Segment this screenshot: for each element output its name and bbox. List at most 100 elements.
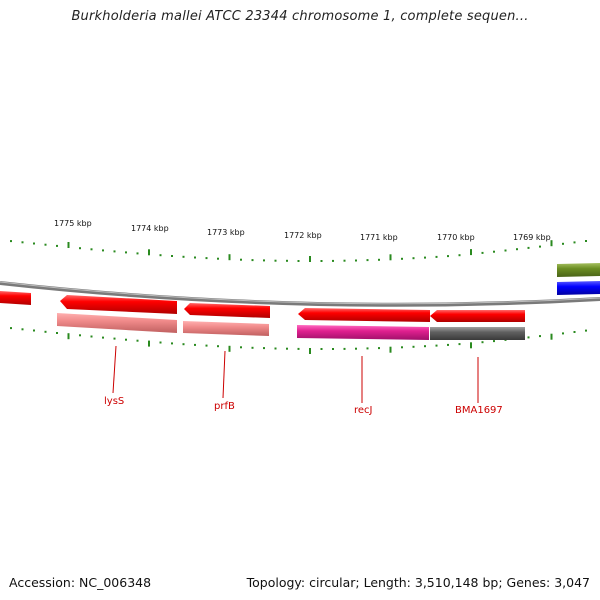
upper-ruler-minor-tick — [516, 248, 518, 251]
lower-ruler-minor-tick — [217, 345, 219, 348]
lower-ruler-minor-tick — [458, 343, 461, 346]
upper-ruler-minor-tick — [136, 252, 139, 255]
lower-ruler-minor-tick — [435, 344, 438, 347]
lower-ruler-minor-tick — [286, 347, 288, 350]
lower-ruler-minor-tick — [21, 328, 24, 331]
lower-ruler-major-tick — [389, 346, 392, 353]
upper-ruler-minor-tick — [320, 260, 323, 262]
upper-ruler-minor-tick — [401, 257, 403, 260]
lower-ruler-minor-tick — [562, 332, 564, 335]
gene-label-recJ[interactable]: recJ — [354, 405, 373, 416]
upper-ruler-minor-tick — [171, 255, 173, 257]
upper-ruler-minor-tick — [44, 243, 47, 246]
upper-ruler-minor-tick — [343, 259, 346, 262]
cds-feature-BMA1697[interactable] — [430, 310, 525, 322]
lower-ruler-minor-tick — [366, 347, 369, 350]
upper-ruler-minor-tick — [79, 247, 81, 250]
lower-ruler-major-tick — [148, 340, 150, 347]
ruler-label-1774: 1774 kbp — [131, 224, 169, 233]
upper-ruler-minor-tick — [217, 257, 219, 260]
lower-ruler-minor-tick — [125, 338, 127, 341]
upper-ruler-minor-tick — [251, 259, 254, 262]
lower-ruler-minor-tick — [33, 329, 35, 332]
upper-ruler-minor-tick — [205, 257, 208, 260]
upper-ruler-minor-tick — [562, 242, 564, 245]
ruler-label-1772: 1772 kbp — [284, 231, 322, 240]
upper-ruler-major-tick — [470, 249, 472, 256]
blue-feature[interactable] — [557, 281, 600, 295]
upper-ruler-minor-tick — [90, 248, 93, 251]
gene-feature-BMA1697[interactable] — [430, 327, 525, 340]
upper-ruler-minor-tick — [366, 259, 369, 262]
upper-ruler-minor-tick — [10, 240, 12, 243]
upper-ruler-minor-tick — [240, 258, 242, 261]
upper-ruler-minor-tick — [412, 257, 415, 260]
lower-ruler-minor-tick — [90, 335, 93, 338]
upper-ruler-minor-tick — [286, 259, 288, 262]
lower-ruler-minor-tick — [240, 346, 242, 349]
ruler-label-1775: 1775 kbp — [54, 219, 92, 228]
lower-ruler-minor-tick — [10, 327, 12, 330]
upper-ruler-minor-tick — [113, 250, 116, 253]
cds-feature-left-edge[interactable] — [0, 291, 31, 305]
upper-ruler-ticks — [10, 240, 587, 262]
gene-label-BMA1697[interactable]: BMA1697 — [455, 405, 503, 416]
upper-ruler-minor-tick — [378, 258, 380, 261]
lower-ruler-minor-tick — [44, 330, 47, 333]
accession-text: Accession: NC_006348 — [9, 575, 152, 590]
cds-feature-recJ[interactable] — [298, 308, 430, 322]
upper-ruler-minor-tick — [424, 256, 426, 259]
upper-ruler-major-tick — [550, 240, 553, 247]
upper-ruler-minor-tick — [573, 241, 576, 244]
gene-feature-prfB[interactable] — [183, 321, 269, 336]
ruler-label-1773: 1773 kbp — [207, 228, 245, 237]
genome-stats-text: Topology: circular; Length: 3,510,148 bp… — [246, 575, 590, 590]
upper-ruler-minor-tick — [458, 254, 461, 257]
leader-line-lysS — [112, 345, 117, 394]
upper-ruler-minor-tick — [263, 259, 265, 262]
lower-ruler-minor-tick — [297, 347, 300, 350]
lower-ruler-minor-tick — [573, 331, 576, 333]
lower-ruler-major-tick — [470, 342, 472, 349]
lower-ruler-minor-tick — [355, 347, 357, 350]
lower-ruler-minor-tick — [493, 340, 495, 343]
lower-ruler-minor-tick — [102, 336, 104, 339]
lower-ruler-major-tick — [550, 333, 553, 340]
chromosome-backbone — [0, 281, 600, 307]
upper-ruler-minor-tick — [539, 245, 541, 248]
lower-ruler-minor-tick — [136, 339, 139, 342]
lower-ruler-minor-tick — [56, 332, 58, 334]
upper-ruler-major-tick — [389, 254, 392, 261]
upper-ruler-major-tick — [148, 249, 150, 256]
upper-ruler-minor-tick — [102, 249, 104, 252]
upper-ruler-minor-tick — [125, 251, 127, 254]
lower-ruler-minor-tick — [343, 347, 346, 350]
lower-ruler-minor-tick — [481, 341, 484, 344]
upper-ruler-minor-tick — [447, 255, 449, 258]
upper-ruler-minor-tick — [21, 241, 24, 244]
gene-label-prfB[interactable]: prfB — [214, 401, 235, 412]
lower-ruler-major-tick — [228, 345, 231, 352]
gene-label-lysS[interactable]: lysS — [104, 396, 124, 407]
upper-ruler-minor-tick — [182, 255, 185, 258]
cds-feature-prfB[interactable] — [184, 303, 270, 318]
upper-ruler-minor-tick — [493, 250, 495, 253]
upper-ruler-minor-tick — [297, 260, 300, 262]
leader-line-prfB — [222, 350, 226, 399]
lower-ruler-minor-tick — [447, 343, 449, 346]
upper-ruler-minor-tick — [504, 249, 507, 252]
green-feature[interactable] — [557, 263, 600, 277]
upper-ruler-major-tick — [67, 242, 70, 248]
lower-ruler-minor-tick — [424, 345, 426, 348]
upper-ruler-minor-tick — [194, 256, 196, 259]
cds-feature-lysS[interactable] — [60, 295, 177, 314]
gene-feature-recJ[interactable] — [297, 325, 429, 340]
ruler-label-1769: 1769 kbp — [513, 233, 551, 242]
gene-feature-lysS[interactable] — [57, 313, 177, 333]
upper-ruler-minor-tick — [159, 254, 162, 257]
lower-ruler-major-tick — [309, 348, 311, 354]
lower-ruler-minor-tick — [113, 337, 116, 340]
lower-ruler-minor-tick — [171, 342, 173, 345]
lower-ruler-minor-tick — [251, 346, 254, 349]
